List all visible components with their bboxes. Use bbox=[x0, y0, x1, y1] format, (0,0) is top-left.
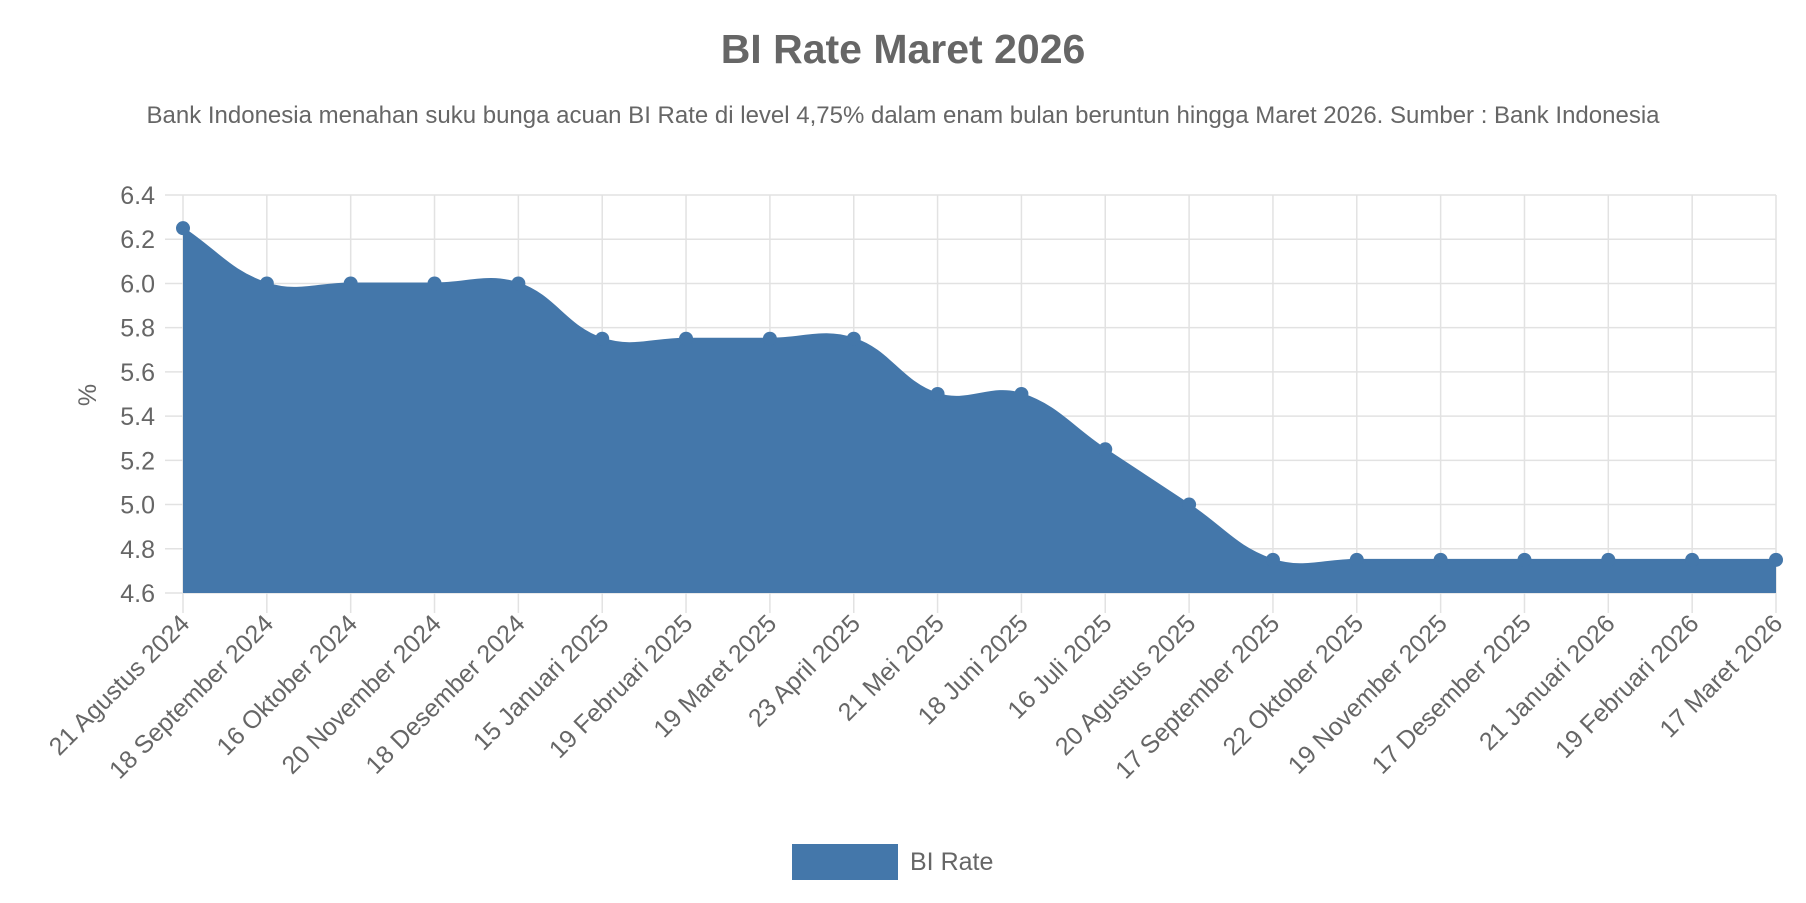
x-tick-label: 17 Desember 2025 bbox=[1367, 609, 1537, 779]
chart-title: BI Rate Maret 2026 bbox=[720, 26, 1086, 72]
x-tick-label: 16 Oktober 2024 bbox=[211, 609, 363, 761]
chart-subtitle: Bank Indonesia menahan suku bunga acuan … bbox=[146, 102, 1660, 129]
data-point bbox=[1098, 442, 1113, 457]
x-tick-label: 18 Desember 2024 bbox=[360, 609, 530, 779]
y-tick-label: 5.8 bbox=[120, 315, 155, 343]
data-point bbox=[1014, 387, 1029, 401]
data-point bbox=[1517, 552, 1532, 567]
legend-swatch bbox=[792, 844, 898, 880]
data-point bbox=[930, 387, 945, 401]
data-point bbox=[511, 276, 526, 291]
x-tick-label: 22 Oktober 2025 bbox=[1218, 609, 1369, 760]
data-point bbox=[1433, 552, 1448, 567]
y-tick-label: 6.0 bbox=[120, 270, 155, 298]
x-tick-label: 19 Februari 2025 bbox=[544, 609, 698, 763]
legend-label: BI Rate bbox=[910, 847, 994, 876]
data-point bbox=[1769, 552, 1783, 567]
x-tick-label: 20 Agustus 2025 bbox=[1050, 609, 1202, 761]
data-point bbox=[427, 276, 442, 291]
y-axis-label: % bbox=[74, 384, 102, 406]
y-tick-label: 5.4 bbox=[120, 403, 155, 431]
y-tick-label: 6.2 bbox=[120, 226, 155, 254]
x-tick-label: 19 November 2025 bbox=[1283, 609, 1453, 779]
y-tick-label: 5.2 bbox=[120, 447, 155, 475]
y-tick-label: 4.8 bbox=[120, 536, 155, 564]
data-point bbox=[1265, 552, 1280, 567]
data-point bbox=[846, 331, 861, 346]
data-point bbox=[259, 276, 274, 291]
data-point bbox=[1601, 552, 1616, 567]
data-point bbox=[1349, 552, 1364, 567]
legend[interactable]: BI Rate bbox=[792, 844, 993, 880]
x-tick-label: 19 Februari 2026 bbox=[1550, 609, 1704, 763]
series-line bbox=[182, 227, 1776, 566]
data-point bbox=[595, 331, 610, 346]
series-bi-rate bbox=[176, 221, 1783, 593]
data-point bbox=[679, 331, 694, 346]
data-point bbox=[343, 276, 358, 291]
y-tick-label: 5.0 bbox=[120, 492, 155, 520]
data-point bbox=[1182, 497, 1197, 512]
x-tick-label: 18 September 2024 bbox=[104, 609, 279, 784]
data-point bbox=[1685, 552, 1700, 567]
data-point bbox=[762, 331, 777, 346]
data-point bbox=[176, 221, 190, 236]
area-fill bbox=[183, 228, 1776, 593]
y-axis-ticks: 6.4 6.2 6.0 5.8 5.6 5.4 5.2 5.0 4.8 4.6 bbox=[120, 182, 155, 608]
y-tick-label: 5.6 bbox=[120, 359, 155, 387]
x-tick-label: 21 Agustus 2024 bbox=[44, 609, 196, 761]
x-tick-label: 17 September 2025 bbox=[1110, 609, 1285, 784]
y-tick-label: 4.6 bbox=[120, 580, 155, 608]
y-tick-label: 6.4 bbox=[120, 182, 155, 210]
x-tick-label: 20 November 2024 bbox=[277, 609, 447, 779]
